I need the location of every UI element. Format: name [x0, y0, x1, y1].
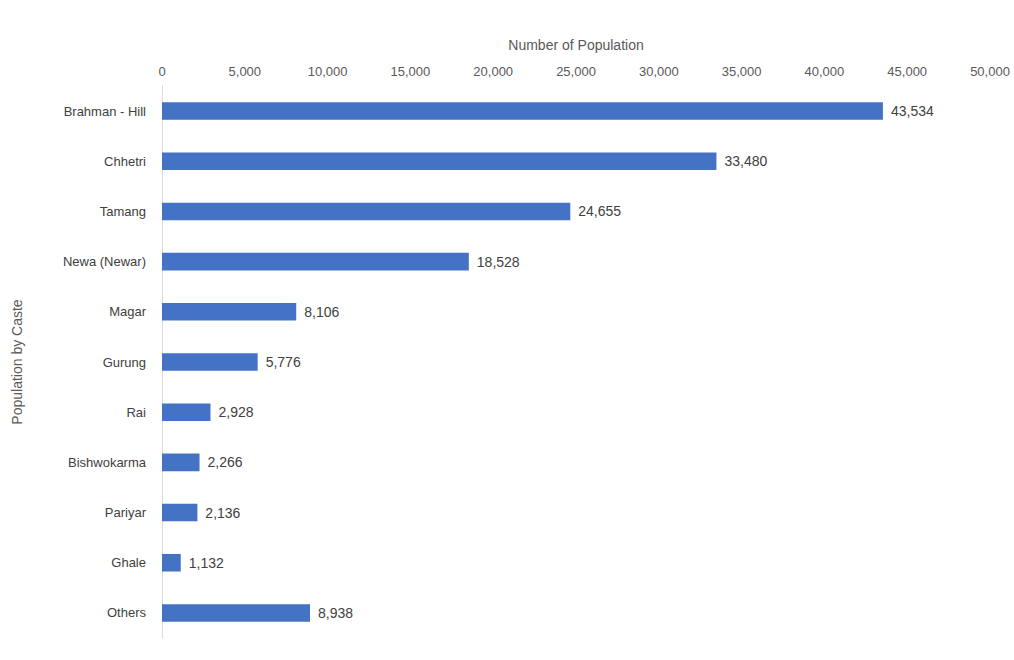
svg-text:Newa (Newar): Newa (Newar): [63, 254, 146, 269]
svg-text:15,000: 15,000: [391, 64, 431, 79]
svg-text:24,655: 24,655: [578, 203, 621, 219]
svg-text:Bishwokarma: Bishwokarma: [68, 455, 147, 470]
svg-text:18,528: 18,528: [477, 254, 520, 270]
svg-text:Number of Population: Number of Population: [508, 37, 643, 53]
svg-text:Chhetri: Chhetri: [104, 154, 146, 169]
svg-text:8,938: 8,938: [318, 605, 353, 621]
svg-text:2,928: 2,928: [218, 404, 253, 420]
svg-text:8,106: 8,106: [304, 304, 339, 320]
svg-text:2,136: 2,136: [205, 505, 240, 521]
svg-text:20,000: 20,000: [473, 64, 513, 79]
svg-text:10,000: 10,000: [308, 64, 348, 79]
svg-text:1,132: 1,132: [189, 555, 224, 571]
svg-text:5,776: 5,776: [266, 354, 301, 370]
svg-text:43,534: 43,534: [891, 103, 934, 119]
svg-text:0: 0: [158, 64, 165, 79]
svg-text:Others: Others: [107, 605, 147, 620]
svg-text:Tamang: Tamang: [100, 204, 146, 219]
svg-text:33,480: 33,480: [724, 153, 767, 169]
svg-text:25,000: 25,000: [556, 64, 596, 79]
svg-text:5,000: 5,000: [229, 64, 262, 79]
svg-text:2,266: 2,266: [208, 454, 243, 470]
svg-text:35,000: 35,000: [722, 64, 762, 79]
svg-text:Ghale: Ghale: [111, 555, 146, 570]
svg-text:Gurung: Gurung: [103, 355, 146, 370]
svg-text:Magar: Magar: [109, 304, 147, 319]
svg-text:40,000: 40,000: [805, 64, 845, 79]
svg-text:Population by Caste: Population by Caste: [9, 299, 25, 425]
svg-text:30,000: 30,000: [639, 64, 679, 79]
svg-text:Pariyar: Pariyar: [105, 505, 147, 520]
svg-text:50,000: 50,000: [970, 64, 1010, 79]
svg-text:Rai: Rai: [126, 405, 146, 420]
svg-text:45,000: 45,000: [887, 64, 927, 79]
svg-text:Brahman - Hill: Brahman - Hill: [64, 104, 146, 119]
